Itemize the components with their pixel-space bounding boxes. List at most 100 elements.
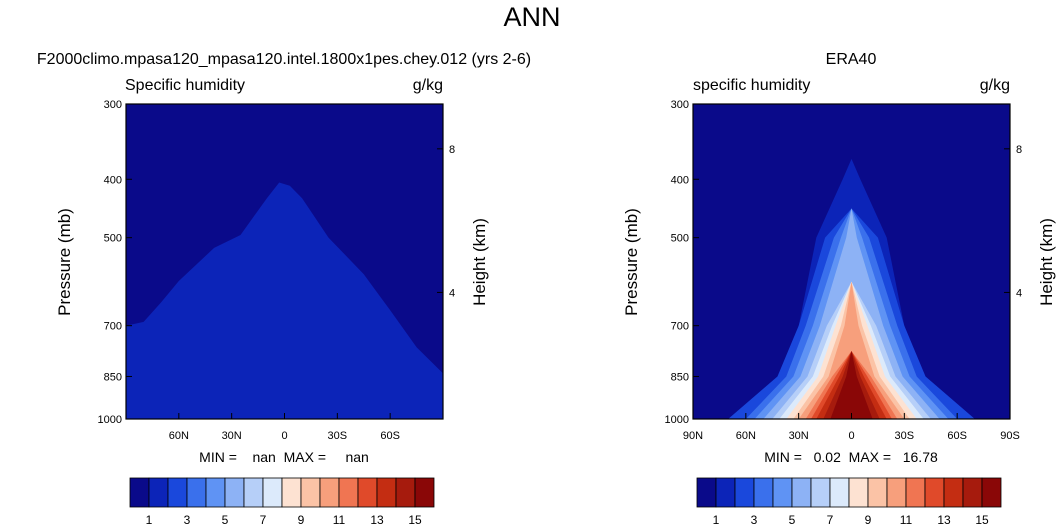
colorbar-box-10 xyxy=(319,477,340,508)
colorbar-label-15: 15 xyxy=(408,513,422,527)
x-tick-label-90N: 90N xyxy=(683,430,703,442)
panel-obs-stats: MIN = 0.02 MAX = 16.78 xyxy=(764,449,938,465)
colorbar-box-3 xyxy=(753,477,774,508)
y-tick-label-700: 700 xyxy=(671,321,689,333)
y-tick-label-850: 850 xyxy=(104,371,122,383)
x-tick-label-60N: 60N xyxy=(736,430,756,442)
colorbar-label-1: 1 xyxy=(713,513,720,527)
panel-model-x-ticks: 60N 30N 0 30S 60S xyxy=(169,413,400,442)
colorbar-label-15: 15 xyxy=(975,513,989,527)
panel-obs-left-label: specific humidity xyxy=(693,77,810,94)
panel-obs: ERA40 specific humidity g/kg 30040050070… xyxy=(622,51,1056,527)
x-tick-label-60S: 60S xyxy=(380,430,400,442)
y-tick-label-500: 500 xyxy=(104,233,122,245)
colorbar-box-2 xyxy=(167,477,188,508)
colorbar-box-13 xyxy=(943,477,964,508)
colorbar-label-7: 7 xyxy=(827,513,834,527)
x-tick-label-0: 0 xyxy=(281,430,287,442)
colorbar-box-12 xyxy=(924,477,945,508)
x-tick-label-60N: 60N xyxy=(169,430,189,442)
y-tick-label-400: 400 xyxy=(104,174,122,186)
panel-model-stats: MIN = nan MAX = nan xyxy=(199,449,369,465)
contour-fill-15 xyxy=(830,351,873,419)
colorbar-label-3: 3 xyxy=(184,513,191,527)
colorbar-box-0 xyxy=(129,477,150,508)
colorbar-box-11 xyxy=(338,477,359,508)
height-tick-label-4: 4 xyxy=(1016,287,1022,299)
colorbar-box-6 xyxy=(243,477,264,508)
colorbar-label-1: 1 xyxy=(146,513,153,527)
colorbar-box-9 xyxy=(867,477,888,508)
x-tick-label-30N: 30N xyxy=(789,430,809,442)
panel-obs-title: ERA40 xyxy=(826,51,877,68)
colorbar-label-13: 13 xyxy=(937,513,951,527)
panel-obs-contours xyxy=(728,158,975,419)
x-tick-label-30S: 30S xyxy=(895,430,915,442)
x-tick-label-60S: 60S xyxy=(947,430,967,442)
colorbar-label-5: 5 xyxy=(222,513,229,527)
y-tick-label-700: 700 xyxy=(104,321,122,333)
panel-model-title: F2000climo.mpasa120_mpasa120.intel.1800x… xyxy=(37,51,531,68)
colorbar-box-9 xyxy=(300,477,321,508)
colorbar-box-4 xyxy=(772,477,793,508)
colorbar-box-5 xyxy=(224,477,245,508)
colorbar-box-6 xyxy=(810,477,831,508)
colorbar-label-13: 13 xyxy=(370,513,384,527)
panel-obs-colorbar: 1 3 5 7 9 11 13 15 xyxy=(696,477,1002,527)
colorbar-box-3 xyxy=(186,477,207,508)
y-tick-label-300: 300 xyxy=(104,99,122,111)
colorbar-box-10 xyxy=(886,477,907,508)
colorbar-label-3: 3 xyxy=(751,513,758,527)
colorbar-box-7 xyxy=(262,477,283,508)
panel-model-colorbar: 1 3 5 7 9 11 13 15 xyxy=(129,477,435,527)
x-tick-label-30N: 30N xyxy=(222,430,242,442)
panel-obs-y-ticks-right: 84 xyxy=(1004,144,1022,299)
colorbar-label-7: 7 xyxy=(260,513,267,527)
panel-model-ylabel: Pressure (mb) xyxy=(55,208,74,316)
colorbar-box-12 xyxy=(357,477,378,508)
panel-obs-units: g/kg xyxy=(980,77,1010,94)
colorbar-box-11 xyxy=(905,477,926,508)
x-tick-label-90S: 90S xyxy=(1000,430,1020,442)
panel-model-units: g/kg xyxy=(413,77,443,94)
colorbar-label-9: 9 xyxy=(298,513,305,527)
x-tick-label-30S: 30S xyxy=(328,430,348,442)
contour-fill-10 xyxy=(798,281,905,419)
height-tick-label-4: 4 xyxy=(449,287,455,299)
panel-obs-ylabel: Pressure (mb) xyxy=(622,208,641,316)
colorbar-box-14 xyxy=(395,477,416,508)
y-tick-label-1000: 1000 xyxy=(665,414,689,426)
colorbar-box-15 xyxy=(414,477,435,508)
colorbar-box-5 xyxy=(791,477,812,508)
colorbar-box-8 xyxy=(848,477,869,508)
height-tick-label-8: 8 xyxy=(1016,144,1022,156)
panel-obs-y-ticks: 300 400 500 700 850 1000 xyxy=(665,99,699,426)
y-tick-label-1000: 1000 xyxy=(98,414,122,426)
colorbar-box-7 xyxy=(829,477,850,508)
panel-model-left-label: Specific humidity xyxy=(125,77,245,94)
panel-obs-ylabel-right: Height (km) xyxy=(1037,218,1056,306)
colorbar-box-1 xyxy=(148,477,169,508)
y-tick-label-850: 850 xyxy=(671,371,689,383)
colorbar-box-13 xyxy=(376,477,397,508)
panel-model: F2000climo.mpasa120_mpasa120.intel.1800x… xyxy=(37,51,531,527)
y-tick-label-400: 400 xyxy=(671,174,689,186)
figure-title: ANN xyxy=(503,2,561,32)
colorbar-box-2 xyxy=(734,477,755,508)
colorbar-label-11: 11 xyxy=(333,513,346,527)
panel-obs-x-ticks: 90N 60N 30N 0 30S 60S 90S xyxy=(683,413,1020,442)
colorbar-label-11: 11 xyxy=(900,513,913,527)
x-tick-label-0: 0 xyxy=(848,430,854,442)
y-tick-label-500: 500 xyxy=(671,233,689,245)
y-tick-label-300: 300 xyxy=(671,99,689,111)
colorbar-label-5: 5 xyxy=(789,513,796,527)
panel-model-y-ticks: 300 400 500 700 850 1000 xyxy=(98,99,132,426)
panel-model-ylabel-right: Height (km) xyxy=(470,218,489,306)
colorbar-box-1 xyxy=(715,477,736,508)
colorbar-box-4 xyxy=(205,477,226,508)
panel-model-contours xyxy=(126,182,443,419)
panel-model-y-ticks-right: 84 xyxy=(437,144,455,299)
colorbar-box-14 xyxy=(962,477,983,508)
height-tick-label-8: 8 xyxy=(449,144,455,156)
